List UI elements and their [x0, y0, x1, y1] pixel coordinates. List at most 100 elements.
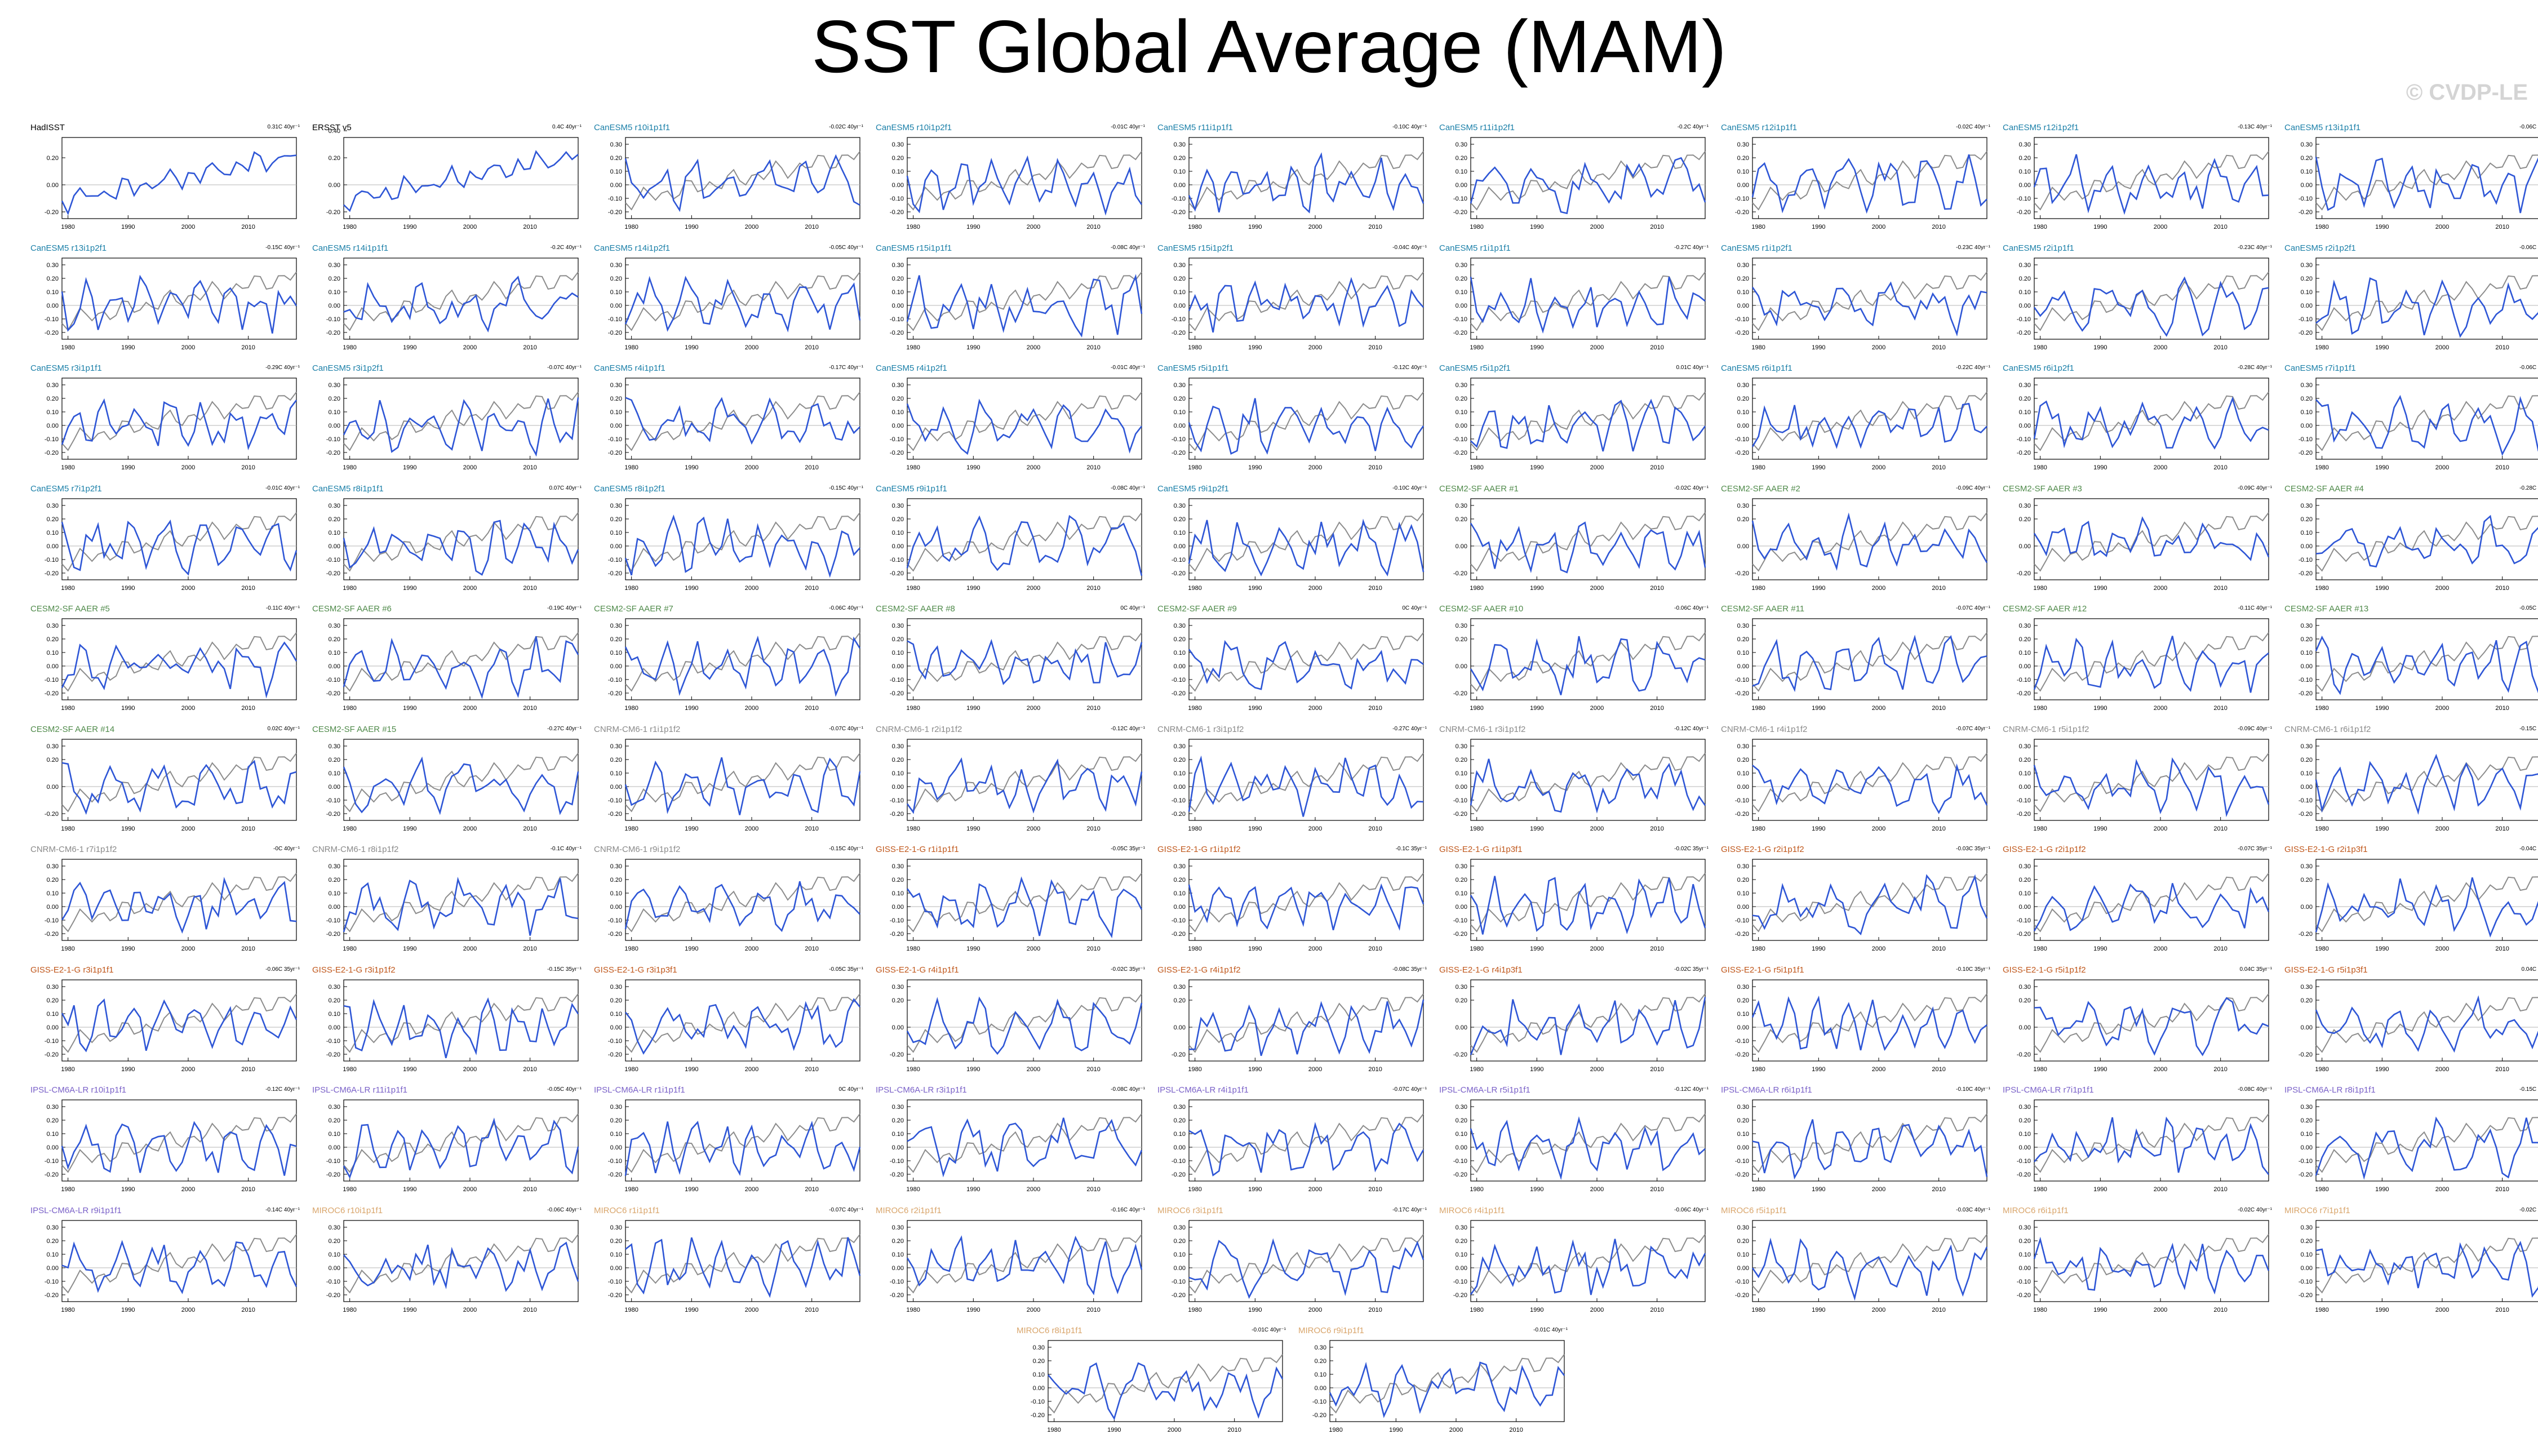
- y-tick-label: 0.30: [892, 262, 904, 269]
- y-tick-label: 0.30: [1456, 262, 1467, 269]
- y-tick-label: 0.10: [329, 650, 340, 656]
- chart-panel: CanESM5 r10i1p2f1 -0.01C 40yr⁻¹ 0.30 0.20 0.…: [875, 123, 1145, 236]
- y-tick-label: 0.20: [47, 757, 59, 763]
- panel-trend-label: -0.02C 40yr⁻¹: [1674, 485, 1709, 491]
- panel-trend-label: -0.11C 40yr⁻¹: [265, 605, 300, 611]
- y-tick-label: 0.00: [1737, 663, 1749, 670]
- chart-panel: GISS-E2-1-G r1i1p3f1 -0.02C 35yr⁻¹ 0.30 0.2…: [1438, 845, 1709, 957]
- reference-series-line: [625, 512, 860, 572]
- panel-title: MIROC6 r2i1p1f1: [876, 1205, 942, 1215]
- x-tick-label: 2000: [181, 464, 195, 471]
- y-tick-label: -0.10: [1031, 1399, 1045, 1405]
- y-tick-label: -0.20: [890, 450, 904, 456]
- plot-frame: [61, 378, 297, 460]
- x-tick-label: 1990: [2093, 1307, 2107, 1313]
- y-tick-label: -0.10: [2299, 1158, 2313, 1165]
- chart-panel: CESM2-SF AAER #14 0.02C 40yr⁻¹ 0.30 0.20 0.0…: [29, 725, 300, 837]
- y-tick-label: 0.10: [1456, 168, 1467, 175]
- x-tick-label: 2010: [1086, 464, 1100, 471]
- reference-series-line: [2034, 151, 2269, 211]
- reference-series-line: [2315, 756, 2538, 813]
- x-tick-label: 2010: [1932, 705, 1945, 712]
- panel-trend-label: -0.04C 35yr⁻¹: [2519, 846, 2538, 852]
- x-tick-label: 1980: [624, 1066, 638, 1073]
- x-tick-label: 2010: [2495, 344, 2509, 351]
- y-tick-label: -0.10: [2017, 797, 2031, 804]
- x-tick-label: 2010: [1650, 825, 1663, 832]
- y-tick-label: -0.10: [1172, 917, 1186, 924]
- x-tick-label: 2010: [1650, 1186, 1663, 1193]
- y-tick-label: -0.20: [2299, 450, 2313, 456]
- y-tick-label: -0.10: [1172, 677, 1186, 683]
- chart-panel: GISS-E2-1-G r4i1p1f1 -0.02C 35yr⁻¹ 0.30 0.2…: [875, 965, 1145, 1078]
- x-tick-label: 1980: [1188, 1066, 1201, 1073]
- chart-panel: CanESM5 r1i1p2f1 -0.23C 40yr⁻¹ 0.30 0.20 0.1…: [1720, 243, 1990, 356]
- member-series-line: [906, 996, 1143, 1055]
- x-tick-label: 2010: [1509, 1427, 1523, 1433]
- member-series-line: [1188, 1237, 1425, 1299]
- member-series-line: [61, 519, 298, 576]
- panel-title: GISS-E2-1-G r1i1p1f1: [876, 845, 959, 854]
- panel-trend-label: -0.01C 40yr⁻¹: [1533, 1327, 1568, 1333]
- y-tick-label: 0.10: [1456, 289, 1467, 296]
- plot-frame: [343, 378, 579, 460]
- y-tick-label: 0.20: [1737, 155, 1749, 162]
- y-tick-label: 0.10: [1174, 770, 1186, 777]
- x-tick-label: 1990: [1107, 1427, 1121, 1433]
- y-tick-label: -0.20: [1735, 931, 1749, 938]
- x-tick-label: 2000: [1308, 825, 1322, 832]
- y-tick-label: 0.10: [1315, 1371, 1326, 1378]
- x-tick-label: 2010: [2495, 1066, 2509, 1073]
- x-tick-label: 2000: [1590, 224, 1604, 230]
- panel-trend-label: -0.07C 40yr⁻¹: [1392, 1086, 1427, 1093]
- panel-title: CESM2-SF AAER #7: [594, 604, 673, 614]
- y-tick-label: 0.10: [892, 168, 904, 175]
- x-tick-label: 2000: [1027, 1066, 1040, 1073]
- member-series-line: [61, 1239, 298, 1294]
- chart-panel: CanESM5 r9i1p1f1 -0.08C 40yr⁻¹ 0.30 0.20 0.1…: [875, 484, 1145, 597]
- plot-frame: [1188, 859, 1424, 941]
- x-tick-label: 1980: [2033, 705, 2047, 712]
- plot-frame: [61, 1219, 297, 1302]
- y-tick-label: -0.10: [2299, 557, 2313, 563]
- y-tick-label: -0.20: [326, 209, 340, 216]
- x-tick-label: 2000: [2435, 1307, 2449, 1313]
- y-tick-label: 0.10: [1456, 1131, 1467, 1138]
- x-tick-label: 1980: [2033, 1066, 2047, 1073]
- y-tick-label: 0.30: [1174, 743, 1186, 750]
- member-series-line: [343, 756, 579, 815]
- y-tick-label: 0.20: [892, 276, 904, 282]
- y-tick-label: 0.00: [1456, 303, 1467, 309]
- x-tick-label: 2010: [805, 945, 818, 952]
- y-tick-label: -0.10: [890, 1158, 904, 1165]
- y-tick-label: -0.10: [326, 1279, 340, 1285]
- y-tick-label: 0.20: [610, 757, 622, 763]
- panel-title: IPSL-CM6A-LR r6i1p1f1: [1721, 1085, 1812, 1095]
- x-tick-label: 1990: [2375, 585, 2389, 592]
- panel-trend-label: 0.4C 40yr⁻¹: [552, 124, 582, 130]
- y-tick-label: 0.20: [610, 276, 622, 282]
- y-tick-label: 0.30: [329, 863, 340, 870]
- y-tick-label: 0.30: [1737, 382, 1749, 389]
- y-tick-label: 0.10: [47, 289, 59, 296]
- y-tick-label: 0.30: [1174, 1224, 1186, 1231]
- y-tick-label: -0.20: [2299, 1292, 2313, 1299]
- chart-panel: GISS-E2-1-G r2i1p3f1-0.04C 35yr⁻¹0.300.2…: [2283, 845, 2538, 957]
- y-tick-label: 0.20: [1174, 877, 1186, 884]
- panel-title: CESM2-SF AAER #10: [1439, 604, 1524, 614]
- reference-series-line: [2034, 1113, 2269, 1173]
- x-tick-label: 2000: [463, 825, 477, 832]
- x-tick-label: 1980: [343, 1307, 356, 1313]
- panel-trend-label: -0.12C 40yr⁻¹: [1111, 725, 1145, 732]
- member-series-line: [61, 998, 298, 1052]
- panel-trend-label: -0.10C 35yr⁻¹: [1956, 966, 1990, 973]
- panel-title: CanESM5 r14i1p1f1: [312, 243, 389, 253]
- y-tick-label: -0.20: [1172, 1051, 1186, 1058]
